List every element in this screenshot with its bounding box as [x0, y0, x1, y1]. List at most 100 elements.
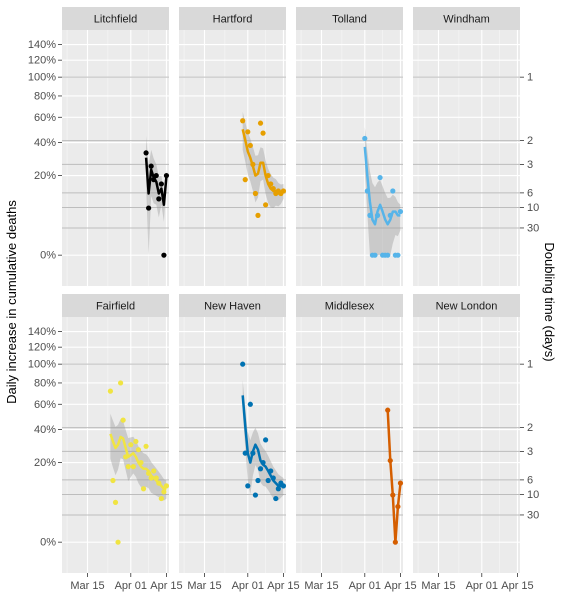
data-point: [135, 447, 142, 453]
y-tick-label: 80%: [34, 90, 56, 102]
x-tick-label: Mar 15: [70, 580, 104, 592]
y-tick-label: 100%: [28, 359, 56, 371]
data-point: [374, 212, 381, 218]
data-point: [151, 468, 157, 474]
data-point: [372, 252, 378, 258]
panel-middlesex: Middlesex: [296, 294, 404, 573]
panel-fairfield: Fairfield: [62, 294, 170, 573]
data-point: [252, 190, 259, 197]
doubling-tick-label: 1: [527, 359, 533, 371]
data-point: [161, 252, 167, 258]
doubling-tick-label: 10: [527, 489, 539, 501]
y-axis-title: Daily increase in cumulative deaths: [4, 200, 19, 404]
data-point: [153, 172, 159, 179]
panel-new-london: New London: [413, 294, 520, 573]
data-point: [247, 401, 253, 407]
y-axis-right: 1 2 3 6 10 30 1 2 3 6 10 30: [520, 72, 539, 521]
panel-strip: [62, 7, 169, 30]
panel-title: Litchfield: [94, 14, 137, 26]
smooth-line: [144, 157, 168, 207]
doubling-tick-label: 3: [527, 446, 533, 458]
data-point: [158, 495, 164, 502]
data-point: [156, 196, 162, 202]
data-point: [268, 468, 274, 474]
panel-title: Middlesex: [325, 301, 375, 313]
data-point: [377, 174, 383, 181]
panel-windham: Windham: [413, 7, 520, 286]
panel-background: [413, 30, 520, 286]
x-tick-label: Apr 01: [115, 580, 147, 592]
data-point: [163, 172, 170, 179]
data-point: [158, 181, 164, 187]
x-tick-label: Mar 15: [304, 580, 338, 592]
data-point: [255, 477, 261, 484]
data-point: [250, 450, 256, 456]
data-point: [110, 477, 116, 484]
data-point: [387, 212, 393, 218]
panel-title: New Haven: [204, 301, 261, 313]
panel-litchfield: Litchfield: [62, 7, 170, 286]
data-point: [275, 486, 281, 492]
x-tick-label: Apr 01: [466, 580, 498, 592]
data-point: [367, 212, 373, 218]
data-point: [163, 483, 170, 489]
doubling-tick-label: 2: [527, 422, 533, 434]
data-point: [270, 475, 276, 481]
data-point: [146, 205, 152, 211]
y-axis-left: 0% 20% 40% 60% 80% 100% 120% 140% 0% 20% 40% 60% 80%…: [28, 39, 62, 549]
doubling-tick-label: 2: [527, 135, 533, 147]
data-point: [364, 188, 370, 194]
data-point: [397, 208, 404, 215]
data-point: [242, 177, 248, 183]
data-point: [240, 361, 246, 367]
y-tick-label: 60%: [34, 399, 56, 411]
y-tick-label: 140%: [28, 39, 56, 51]
panel-background: [296, 30, 403, 286]
data-point: [260, 459, 266, 466]
panel-strip: [413, 7, 520, 30]
data-point: [153, 475, 159, 481]
panel-hartford: Hartford: [179, 7, 287, 286]
data-point: [385, 407, 391, 413]
y-tick-label: 0%: [40, 537, 56, 549]
data-point: [133, 438, 139, 445]
data-point: [280, 188, 287, 194]
data-point: [257, 466, 264, 472]
panel-strip: [179, 294, 286, 317]
panel-strip: [296, 294, 403, 317]
panel-background: [62, 30, 169, 286]
panels-layer: Litchfield Hartford Tolland Windham Fairfiel…: [62, 7, 520, 573]
data-point: [161, 489, 167, 495]
data-point: [151, 177, 157, 183]
data-point: [397, 480, 404, 486]
panel-title: Tolland: [332, 14, 367, 26]
doubling-tick-label: 1: [527, 72, 533, 84]
panel-title: New London: [436, 301, 498, 313]
data-point: [146, 470, 152, 476]
data-point: [273, 495, 279, 502]
data-point: [270, 185, 276, 192]
y-tick-label: 40%: [34, 137, 56, 149]
y-tick-label: 100%: [28, 72, 56, 84]
confidence-band: [242, 380, 284, 501]
panel-title: Windham: [443, 14, 489, 26]
data-point: [280, 483, 287, 489]
data-point: [390, 188, 396, 194]
x-tick-label: Mar 15: [187, 580, 221, 592]
data-point: [362, 135, 368, 142]
data-point: [255, 212, 261, 218]
x-axis: Mar 15 Apr 01 Apr 15 Mar 15 Apr 01 Apr 15 Mar …: [70, 573, 534, 592]
data-point: [240, 118, 246, 124]
data-point: [257, 120, 264, 126]
data-point: [138, 459, 144, 466]
data-point: [125, 464, 131, 470]
data-point: [390, 492, 396, 498]
data-point: [260, 130, 266, 136]
x-tick-label: Apr 15: [384, 580, 416, 592]
data-point: [263, 202, 269, 208]
data-point: [245, 483, 251, 489]
doubling-tick-label: 30: [527, 509, 539, 521]
data-point: [385, 252, 391, 258]
y-tick-label: 80%: [34, 377, 56, 389]
y-tick-label: 40%: [34, 424, 56, 436]
